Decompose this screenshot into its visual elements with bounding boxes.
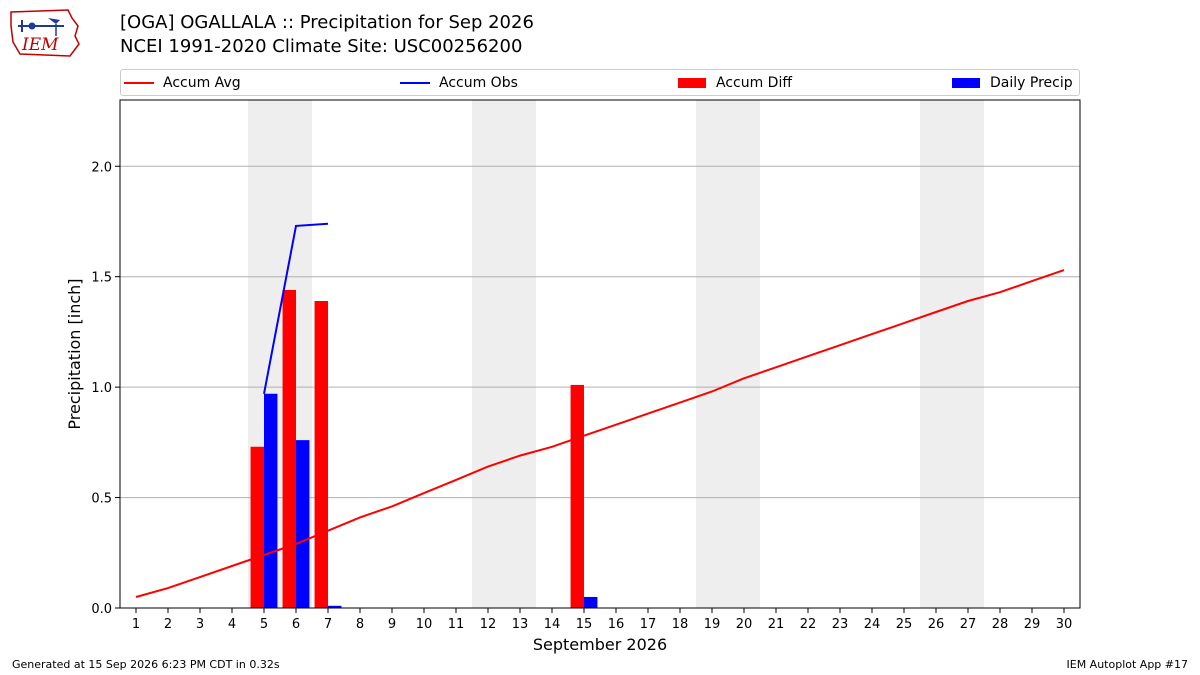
logo-text: IEM — [21, 35, 59, 55]
legend-swatch-accum-obs — [400, 82, 430, 84]
legend-swatch-accum-avg — [124, 82, 154, 84]
x-tick-label: 24 — [864, 617, 881, 632]
x-tick-label: 17 — [640, 617, 657, 632]
x-tick-label: 28 — [992, 617, 1009, 632]
x-tick-label: 20 — [736, 617, 753, 632]
x-tick-label: 3 — [196, 617, 204, 632]
x-tick-label: 8 — [356, 617, 364, 632]
chart-title: [OGA] OGALLALA :: Precipitation for Sep … — [120, 12, 534, 33]
accum-diff-bar — [250, 446, 264, 608]
daily-precip-bar — [296, 440, 310, 608]
y-tick-label: 2.0 — [91, 160, 112, 175]
x-tick-label: 1 — [132, 617, 140, 632]
x-tick-label: 5 — [260, 617, 268, 632]
x-tick-label: 2 — [164, 617, 172, 632]
legend-item-accum-avg: Accum Avg — [124, 73, 241, 93]
x-tick-label: 19 — [704, 617, 721, 632]
iem-logo: IEM — [8, 6, 82, 58]
x-tick-label: 27 — [960, 617, 977, 632]
x-tick-label: 26 — [928, 617, 945, 632]
accum-obs-line — [263, 222, 329, 394]
x-tick-label: 7 — [324, 617, 332, 632]
daily-precip-bar — [584, 596, 598, 608]
iowa-state-weather-logo-icon: IEM — [10, 9, 80, 57]
legend-swatch-daily-precip — [952, 78, 980, 88]
accum-diff-bar — [314, 300, 328, 608]
generated-timestamp: Generated at 15 Sep 2026 6:23 PM CDT in … — [12, 658, 280, 671]
chart-subtitle: NCEI 1991-2020 Climate Site: USC00256200 — [120, 36, 523, 57]
x-axis-label: September 2026 — [533, 635, 667, 654]
legend-label-accum-obs: Accum Obs — [439, 75, 518, 91]
x-tick-label: 12 — [480, 617, 497, 632]
x-tick-label: 25 — [896, 617, 913, 632]
y-tick-label: 0.0 — [91, 602, 112, 617]
legend-item-daily-precip: Daily Precip — [952, 73, 1073, 93]
x-tick-label: 10 — [416, 617, 433, 632]
legend-label-daily-precip: Daily Precip — [990, 75, 1073, 91]
x-tick-label: 21 — [768, 617, 785, 632]
y-axis-label: Precipitation [inch] — [65, 278, 84, 429]
y-tick-label: 1.0 — [91, 381, 112, 396]
chart-legend: Accum Avg Accum Obs Accum Diff Daily Pre… — [120, 69, 1080, 96]
x-tick-label: 18 — [672, 617, 689, 632]
y-tick-label: 1.5 — [91, 271, 112, 286]
x-tick-label: 14 — [544, 617, 561, 632]
x-tick-label: 22 — [800, 617, 817, 632]
app-id-label: IEM Autoplot App #17 — [1066, 658, 1189, 671]
x-tick-label: 29 — [1024, 617, 1041, 632]
daily-precip-bar — [264, 393, 278, 608]
weekend-band — [920, 100, 984, 608]
legend-label-accum-avg: Accum Avg — [163, 75, 241, 91]
x-tick-label: 6 — [292, 617, 300, 632]
x-tick-label: 11 — [448, 617, 465, 632]
x-tick-label: 23 — [832, 617, 849, 632]
weekend-band — [696, 100, 760, 608]
x-tick-label: 30 — [1056, 617, 1073, 632]
accum-avg-line — [135, 269, 1065, 598]
legend-item-accum-diff: Accum Diff — [678, 73, 792, 93]
weekend-band — [472, 100, 536, 608]
accum-diff-bar — [570, 384, 584, 608]
x-tick-label: 16 — [608, 617, 625, 632]
x-tick-label: 4 — [228, 617, 236, 632]
daily-precip-bar — [328, 605, 342, 608]
legend-swatch-accum-diff — [678, 78, 706, 88]
plot-frame — [119, 99, 1081, 609]
x-tick-label: 15 — [576, 617, 593, 632]
x-tick-label: 13 — [512, 617, 529, 632]
y-tick-label: 0.5 — [91, 492, 112, 507]
accum-diff-bar — [282, 289, 296, 608]
legend-label-accum-diff: Accum Diff — [716, 75, 793, 91]
x-tick-label: 9 — [388, 617, 396, 632]
legend-item-accum-obs: Accum Obs — [400, 73, 518, 93]
